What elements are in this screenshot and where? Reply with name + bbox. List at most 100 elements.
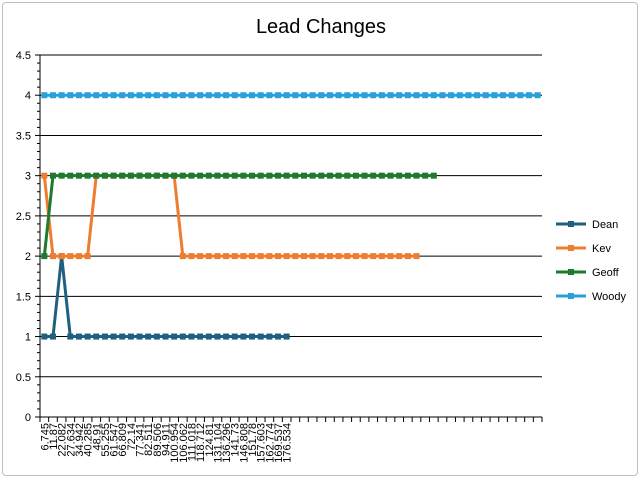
data-point [257, 333, 264, 340]
data-point [249, 92, 256, 99]
x-tick-label: 94.911 [161, 423, 173, 456]
x-tick-label: 111.018 [186, 423, 198, 461]
data-point [370, 253, 377, 260]
data-point [171, 333, 178, 340]
data-point [162, 333, 169, 340]
data-point [223, 92, 230, 99]
data-point [508, 92, 515, 99]
data-point [110, 333, 117, 340]
data-point [240, 172, 247, 179]
legend-marker [568, 245, 574, 251]
data-point [49, 253, 56, 260]
data-point [517, 92, 524, 99]
data-point [422, 172, 429, 179]
data-point [430, 92, 437, 99]
data-point [448, 92, 455, 99]
data-point [266, 333, 273, 340]
data-point [387, 172, 394, 179]
x-tick-label: 151.78 [247, 423, 259, 457]
data-point [49, 333, 56, 340]
data-point [197, 172, 204, 179]
x-tick-label: 48.91 [91, 423, 103, 451]
x-tick-label: 176.534 [282, 423, 294, 463]
data-point [58, 172, 65, 179]
data-point [352, 172, 359, 179]
x-tick-label: 40.285 [83, 423, 95, 457]
data-point [249, 333, 256, 340]
x-tick-label: 100.954 [169, 423, 181, 463]
data-point [352, 253, 359, 260]
data-point [58, 253, 65, 260]
data-point [214, 172, 221, 179]
data-point [257, 253, 264, 260]
data-point [49, 172, 56, 179]
legend-entry-dean: Dean [556, 219, 618, 231]
x-tick-label: 77.341 [135, 423, 147, 457]
data-point [465, 92, 472, 99]
data-point [67, 333, 74, 340]
legend: Dean Kev Geoff Woody [556, 219, 627, 303]
data-point [283, 92, 290, 99]
x-tick-label: 55.255 [100, 423, 112, 457]
data-point [136, 172, 143, 179]
data-point [283, 253, 290, 260]
x-tick-label: 61.547 [109, 423, 121, 457]
data-point [145, 92, 152, 99]
data-point [300, 172, 307, 179]
series-geoff [41, 172, 437, 260]
data-point [145, 333, 152, 340]
data-point [266, 172, 273, 179]
x-tick-label: 124.81 [204, 423, 216, 457]
data-point [396, 92, 403, 99]
data-point [396, 253, 403, 260]
data-point [119, 333, 126, 340]
legend-entry-kev: Kev [556, 243, 611, 255]
data-point [75, 253, 82, 260]
data-point [318, 92, 325, 99]
data-point [456, 92, 463, 99]
x-tick-label: 106.062 [178, 423, 190, 463]
data-point [335, 172, 342, 179]
y-tick-label: 4 [25, 90, 31, 102]
data-point [197, 333, 204, 340]
x-tick-label: 34.942 [74, 423, 86, 457]
data-point [223, 333, 230, 340]
data-point [41, 92, 48, 99]
legend-marker [568, 221, 574, 227]
y-tick-label: 2 [25, 251, 31, 263]
data-point [422, 92, 429, 99]
data-point [67, 172, 74, 179]
data-point [292, 92, 299, 99]
data-point [101, 333, 108, 340]
data-point [361, 172, 368, 179]
data-point [413, 92, 420, 99]
data-point [110, 172, 117, 179]
data-point [309, 172, 316, 179]
x-tick-label: 27.634 [65, 423, 77, 457]
data-point [205, 92, 212, 99]
data-point [223, 253, 230, 260]
y-tick-label: 3.5 [16, 130, 31, 142]
data-point [430, 172, 437, 179]
data-point [413, 253, 420, 260]
data-point [119, 172, 126, 179]
data-point [214, 253, 221, 260]
x-tick-label: 11.87 [48, 423, 60, 450]
chart-frame [2, 2, 638, 476]
data-point [110, 92, 117, 99]
data-point [500, 92, 507, 99]
legend-label: Dean [592, 219, 618, 231]
data-point [145, 172, 152, 179]
data-point [309, 92, 316, 99]
data-point [534, 92, 541, 99]
data-point [352, 92, 359, 99]
legend-label: Woody [592, 291, 627, 303]
data-point [67, 92, 74, 99]
data-point [136, 92, 143, 99]
data-point [214, 92, 221, 99]
data-point [84, 333, 91, 340]
x-tick-label: 157.603 [256, 423, 268, 463]
data-point [153, 92, 160, 99]
data-point [300, 253, 307, 260]
x-tick-label: 82.511 [143, 423, 155, 456]
